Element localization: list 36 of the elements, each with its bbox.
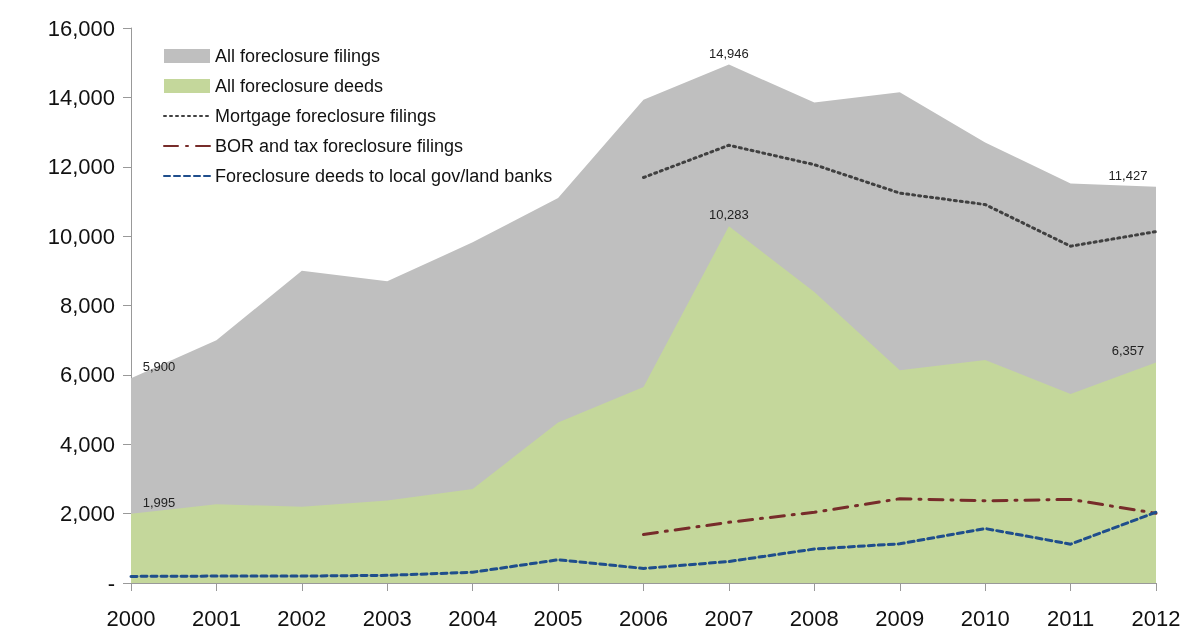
- data-label: 1,995: [142, 494, 176, 510]
- y-tick-label: 16,000: [47, 15, 115, 41]
- x-tick-label: 2008: [789, 605, 839, 631]
- x-tick-label: 2007: [704, 605, 754, 631]
- y-tick-label: 12,000: [47, 154, 115, 180]
- line-series: [642, 143, 1158, 248]
- y-tick-label: 6,000: [59, 362, 115, 388]
- x-tick-label: 2002: [277, 605, 327, 631]
- data-label: 5,900: [142, 359, 176, 375]
- line-series: [642, 497, 1158, 536]
- x-tick-label: 2001: [191, 605, 241, 631]
- data-label: 11,427: [1108, 167, 1148, 183]
- y-tick-label: -: [107, 570, 115, 596]
- data-label: 6,357: [1111, 343, 1145, 359]
- legend-label: All foreclosure filings: [215, 46, 381, 66]
- x-tick-label: 2009: [875, 605, 925, 631]
- x-tick-label: 2003: [362, 605, 412, 631]
- x-tick-label: 2006: [619, 605, 668, 631]
- line-series: [129, 510, 1158, 578]
- y-tick-label: 8,000: [59, 293, 115, 318]
- x-tick-label: 2010: [960, 605, 1010, 631]
- y-tick-label: 2,000: [59, 501, 115, 527]
- x-tick-label: 2004: [448, 605, 498, 631]
- x-tick-label: 2000: [106, 605, 156, 631]
- x-tick-label: 2012: [1131, 605, 1181, 631]
- data-label: 14,946: [709, 45, 749, 61]
- y-tick-label: 14,000: [47, 84, 115, 110]
- y-tick-label: 10,000: [47, 223, 115, 249]
- data-label: 10,283: [709, 207, 749, 223]
- x-tick-label: 2011: [1046, 605, 1095, 631]
- legend-label: Foreclosure deeds to local gov/land banks: [215, 166, 553, 186]
- legend-label: BOR and tax foreclosure filings: [215, 136, 464, 156]
- legend-label: All foreclosure deeds: [215, 76, 384, 96]
- x-tick-label: 2005: [533, 605, 583, 631]
- legend-label: Mortgage foreclosure filings: [215, 106, 437, 126]
- y-tick-label: 4,000: [59, 431, 115, 457]
